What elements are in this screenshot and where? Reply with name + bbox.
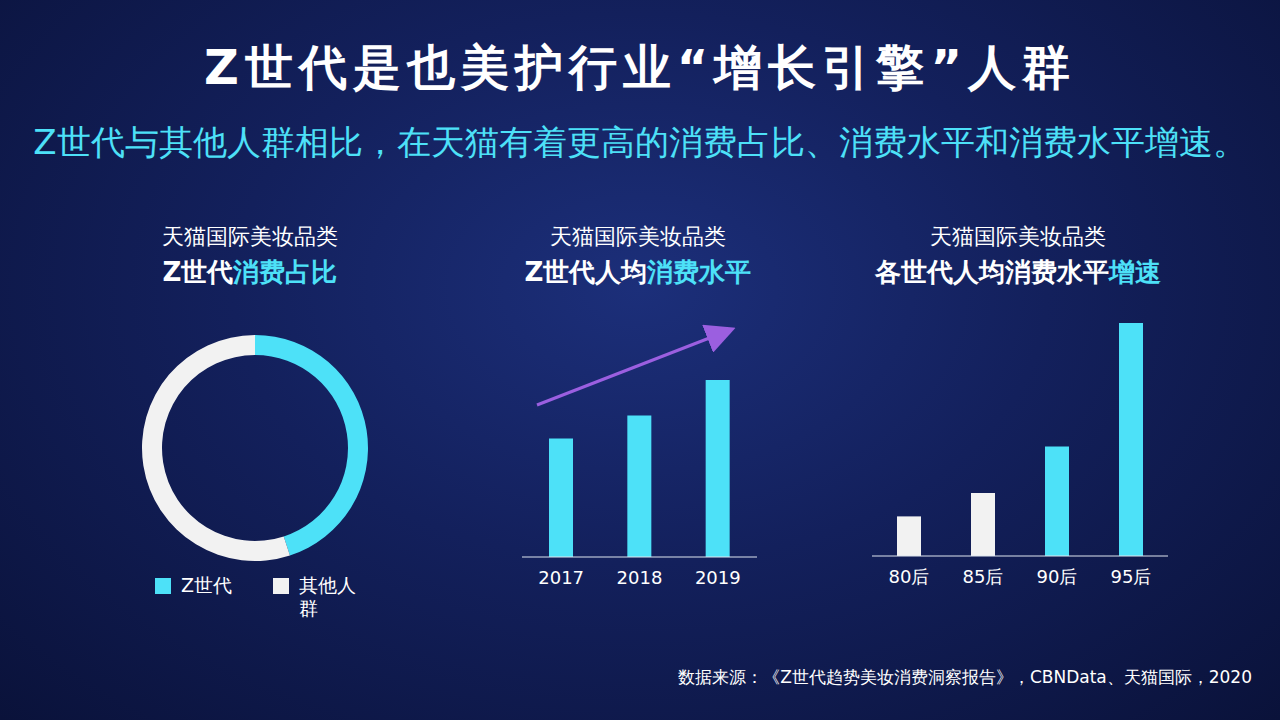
svg-text:2017: 2017	[538, 567, 584, 588]
html-text:Z世代与其他人群相比，在天猫有着更高的消费占比、消费水平和消: Z世代与其他人群相比，在天猫有着更高的消费占比、消费水平和消费水平增速。	[33, 122, 1247, 162]
html-text:Z世代人均消费水平: Z世代人均消费水平	[524, 257, 752, 287]
svg-text:2018: 2018	[617, 567, 663, 588]
svg-text:90后: 90后	[1037, 566, 1078, 587]
html-text:天猫国际美妆品类: 天猫国际美妆品类	[930, 224, 1106, 249]
html-text:天猫国际美妆品类: 天猫国际美妆品类	[162, 224, 338, 249]
svg-text:80后: 80后	[889, 566, 930, 587]
html-text:Z世代: Z世代	[181, 574, 232, 596]
html-text:数据来源：《Z世代趋势美妆消费洞察报告》，CBNData、天: 数据来源：《Z世代趋势美妆消费洞察报告》，CBNData、天猫国际，2020	[678, 667, 1252, 687]
html-text:Z世代是也美护行业“增长引擎”人群: Z世代是也美护行业“增长引擎”人群	[204, 39, 1076, 95]
html-text:其他人群: 其他人群	[299, 574, 356, 619]
html-text:各世代人均消费水平增速: 各世代人均消费水平增速	[875, 257, 1161, 287]
svg-text:85后: 85后	[963, 566, 1004, 587]
svg-text:95后: 95后	[1111, 566, 1152, 587]
svg-text:2019: 2019	[695, 567, 741, 588]
html-text:天猫国际美妆品类: 天猫国际美妆品类	[550, 224, 726, 249]
html-text:Z世代消费占比: Z世代消费占比	[162, 257, 338, 287]
